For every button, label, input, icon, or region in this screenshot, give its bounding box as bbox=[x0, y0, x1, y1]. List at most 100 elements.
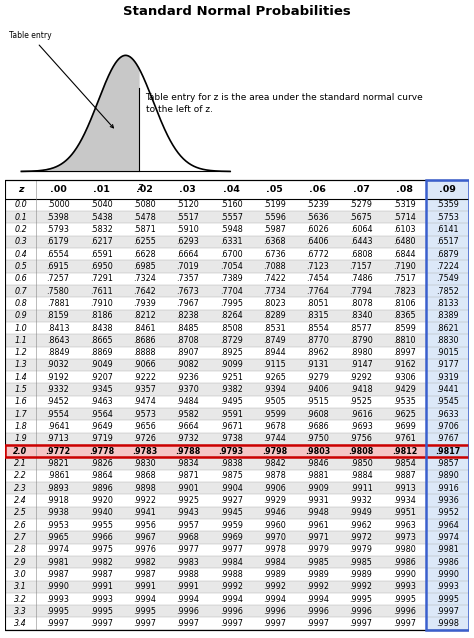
Text: .9955: .9955 bbox=[90, 521, 113, 530]
Text: .9429: .9429 bbox=[393, 385, 416, 394]
Text: .9803: .9803 bbox=[305, 447, 330, 456]
Text: 1.4: 1.4 bbox=[14, 373, 27, 382]
Text: .9515: .9515 bbox=[306, 397, 329, 406]
Text: .9913: .9913 bbox=[393, 484, 416, 493]
Text: .9599: .9599 bbox=[263, 410, 286, 419]
Text: .08: .08 bbox=[396, 184, 413, 193]
Bar bbox=[5, 260, 426, 272]
Text: .7673: .7673 bbox=[176, 286, 199, 295]
Text: 2.0: 2.0 bbox=[13, 447, 27, 456]
Text: .8686: .8686 bbox=[133, 336, 156, 345]
Bar bbox=[5, 334, 426, 346]
Bar bbox=[5, 211, 426, 223]
Text: .8869: .8869 bbox=[90, 348, 113, 357]
Text: .5438: .5438 bbox=[90, 212, 113, 221]
Text: .09: .09 bbox=[439, 184, 456, 193]
Text: .7734: .7734 bbox=[263, 286, 286, 295]
Text: .9974: .9974 bbox=[436, 533, 459, 542]
Text: 3.1: 3.1 bbox=[14, 582, 27, 591]
Text: .9997: .9997 bbox=[176, 619, 200, 628]
Bar bbox=[426, 568, 469, 581]
Bar bbox=[426, 198, 469, 211]
Text: .5080: .5080 bbox=[133, 200, 156, 209]
Bar bbox=[5, 433, 426, 445]
Text: .7324: .7324 bbox=[133, 274, 156, 283]
Text: .5120: .5120 bbox=[176, 200, 199, 209]
Text: .9875: .9875 bbox=[220, 471, 243, 480]
Text: 0.2: 0.2 bbox=[14, 225, 27, 234]
Text: .9992: .9992 bbox=[263, 582, 286, 591]
Text: .5359: .5359 bbox=[436, 200, 459, 209]
Text: .9966: .9966 bbox=[90, 533, 113, 542]
Text: .9940: .9940 bbox=[90, 508, 113, 517]
Text: .5517: .5517 bbox=[176, 212, 199, 221]
Text: .9693: .9693 bbox=[350, 422, 373, 431]
Text: .9941: .9941 bbox=[133, 508, 156, 517]
Text: .8238: .8238 bbox=[176, 311, 199, 320]
Text: .5753: .5753 bbox=[436, 212, 459, 221]
Bar bbox=[426, 371, 469, 383]
Text: 2.4: 2.4 bbox=[14, 496, 27, 505]
Bar bbox=[5, 235, 426, 248]
Text: .9788: .9788 bbox=[175, 447, 201, 456]
Text: .7157: .7157 bbox=[350, 262, 373, 271]
Text: .5793: .5793 bbox=[46, 225, 69, 234]
Text: .8749: .8749 bbox=[263, 336, 286, 345]
Text: .7580: .7580 bbox=[46, 286, 69, 295]
Polygon shape bbox=[21, 56, 139, 172]
Text: .7967: .7967 bbox=[176, 299, 199, 308]
Text: 0.6: 0.6 bbox=[14, 274, 27, 283]
Text: .9971: .9971 bbox=[306, 533, 329, 542]
Text: .00: .00 bbox=[50, 184, 66, 193]
Text: .8830: .8830 bbox=[437, 336, 459, 345]
Text: .7642: .7642 bbox=[133, 286, 156, 295]
Text: .8554: .8554 bbox=[306, 323, 329, 332]
Text: .9993: .9993 bbox=[90, 595, 113, 604]
Bar bbox=[426, 322, 469, 334]
Text: .7054: .7054 bbox=[220, 262, 243, 271]
Text: .9890: .9890 bbox=[436, 471, 459, 480]
Bar bbox=[5, 445, 426, 457]
Text: .9981: .9981 bbox=[436, 545, 459, 554]
Text: .7910: .7910 bbox=[90, 299, 113, 308]
Text: .9049: .9049 bbox=[90, 360, 113, 369]
Text: .6808: .6808 bbox=[350, 249, 372, 258]
Text: .5279: .5279 bbox=[349, 200, 373, 209]
Bar bbox=[5, 359, 426, 371]
Text: .9995: .9995 bbox=[393, 595, 416, 604]
Text: 1.8: 1.8 bbox=[14, 422, 27, 431]
Text: .6331: .6331 bbox=[220, 237, 242, 246]
Text: .9920: .9920 bbox=[90, 496, 113, 505]
Bar bbox=[426, 309, 469, 322]
Bar bbox=[5, 482, 426, 494]
Text: .7224: .7224 bbox=[436, 262, 459, 271]
Text: .9830: .9830 bbox=[133, 459, 156, 468]
Text: .9649: .9649 bbox=[90, 422, 113, 431]
Text: .9960: .9960 bbox=[263, 521, 286, 530]
Text: .9664: .9664 bbox=[176, 422, 199, 431]
Bar bbox=[426, 396, 469, 408]
Text: .9911: .9911 bbox=[350, 484, 373, 493]
Bar bbox=[426, 211, 469, 223]
Text: 0.0: 0.0 bbox=[14, 200, 27, 209]
Text: .8907: .8907 bbox=[176, 348, 199, 357]
Text: .6517: .6517 bbox=[436, 237, 459, 246]
Text: .9015: .9015 bbox=[436, 348, 459, 357]
Text: .03: .03 bbox=[180, 184, 196, 193]
Text: .6985: .6985 bbox=[133, 262, 156, 271]
Text: .6368: .6368 bbox=[263, 237, 286, 246]
Text: .7291: .7291 bbox=[90, 274, 113, 283]
Text: .9993: .9993 bbox=[436, 582, 459, 591]
Text: .9279: .9279 bbox=[306, 373, 329, 382]
Text: 2.9: 2.9 bbox=[14, 558, 27, 567]
Text: .8944: .8944 bbox=[263, 348, 286, 357]
Text: .9177: .9177 bbox=[436, 360, 459, 369]
Text: .9906: .9906 bbox=[263, 484, 286, 493]
Text: 2.2: 2.2 bbox=[14, 471, 27, 480]
Text: 0.7: 0.7 bbox=[14, 286, 27, 295]
Text: .9706: .9706 bbox=[436, 422, 459, 431]
Text: z: z bbox=[18, 184, 23, 193]
Bar bbox=[5, 445, 469, 457]
Text: .9732: .9732 bbox=[176, 434, 199, 443]
Text: .9995: .9995 bbox=[436, 595, 459, 604]
